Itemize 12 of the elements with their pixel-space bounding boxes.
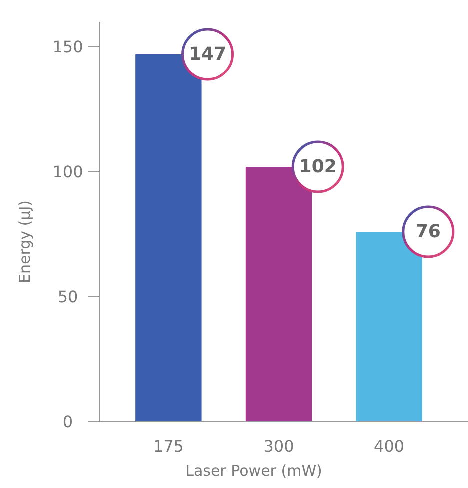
data-label: 102 (299, 156, 337, 178)
x-axis-title: Laser Power (mW) (186, 462, 322, 480)
y-tick-label: 100 (52, 162, 84, 182)
y-tick-label: 150 (52, 38, 84, 56)
x-tick-label: 175 (153, 437, 184, 456)
x-tick-label: 400 (374, 437, 405, 456)
y-axis-title: Energy (µJ) (16, 200, 34, 284)
x-tick-label: 300 (264, 437, 294, 456)
data-label: 147 (188, 44, 227, 65)
y-tick-label: 0 (62, 412, 74, 432)
data-label: 76 (416, 222, 441, 242)
y-tick-label: 50 (58, 288, 78, 306)
